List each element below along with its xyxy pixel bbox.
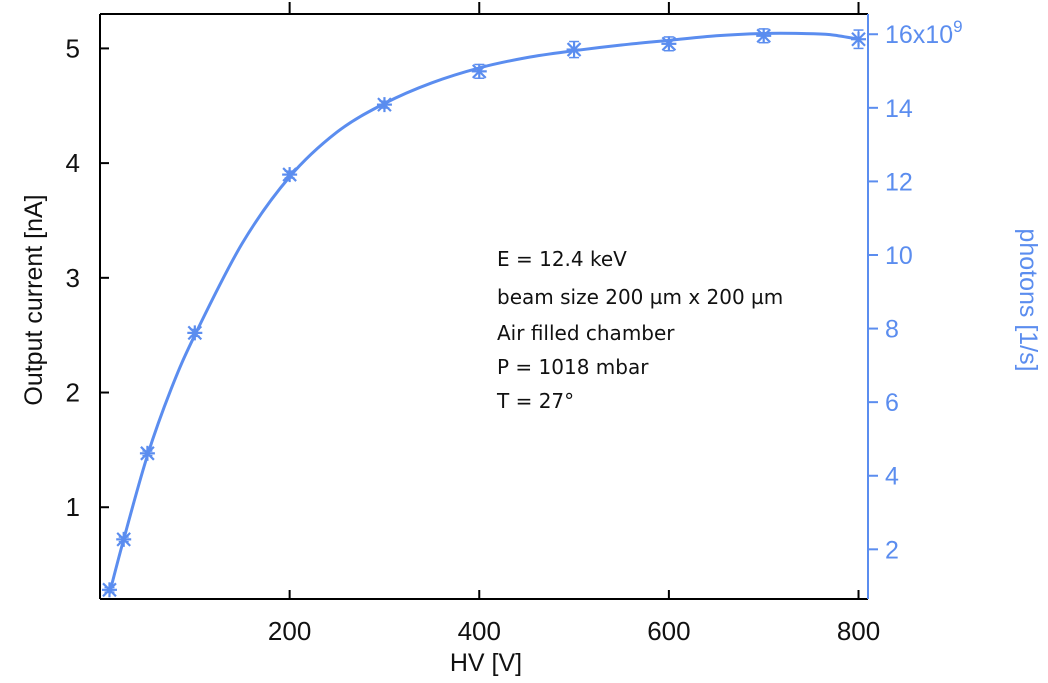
y2-tick-label: 14	[885, 95, 913, 123]
plot-frame	[99, 13, 869, 600]
x-axis-label: HV [V]	[450, 649, 522, 677]
y2-tick-label: 10	[885, 242, 913, 270]
data-point	[116, 531, 132, 547]
y2-tick-label: 8	[885, 316, 899, 344]
data-point	[187, 325, 203, 341]
annotation-chamber: Air filled chamber	[497, 321, 675, 345]
y-tick-label: 4	[66, 148, 80, 178]
annotation-beam-size: beam size 200 µm x 200 µm	[497, 285, 783, 309]
y-axis-label-left: Output current [nA]	[20, 194, 48, 405]
error-bars	[104, 28, 864, 593]
x-tick-label: 200	[268, 616, 311, 646]
data-point	[756, 28, 772, 44]
data-point	[282, 167, 298, 183]
x-tick-label: 600	[647, 616, 690, 646]
data-point	[566, 42, 582, 58]
data-point	[851, 31, 867, 47]
annotation-box: E = 12.4 keV beam size 200 µm x 200 µm A…	[496, 247, 783, 413]
data-point	[661, 36, 677, 52]
annotation-temperature: T = 27°	[496, 389, 574, 413]
tick-marks	[100, 2, 878, 599]
y2-tick-label: 2	[885, 536, 899, 564]
data-point	[471, 63, 487, 79]
data-point	[376, 97, 392, 113]
annotation-pressure: P = 1018 mbar	[497, 355, 649, 379]
data-point	[139, 445, 155, 461]
y2-tick-label: 12	[885, 168, 913, 196]
annotation-energy: E = 12.4 keV	[497, 247, 627, 271]
data-markers	[101, 28, 867, 598]
y-tick-label: 3	[66, 263, 80, 293]
y-tick-label: 1	[66, 492, 80, 522]
fit-curve	[108, 31, 859, 594]
y-tick-label: 5	[66, 33, 80, 63]
y-axis-label-right: photons [1/s]	[1014, 228, 1042, 371]
x-tick-label: 400	[458, 616, 501, 646]
y-tick-label: 2	[66, 378, 80, 408]
data-point	[101, 582, 117, 598]
y2-tick-label: 16x109	[885, 17, 963, 49]
x-tick-label: 800	[837, 616, 880, 646]
y2-tick-label: 6	[885, 389, 899, 417]
y2-tick-label: 4	[885, 463, 899, 491]
